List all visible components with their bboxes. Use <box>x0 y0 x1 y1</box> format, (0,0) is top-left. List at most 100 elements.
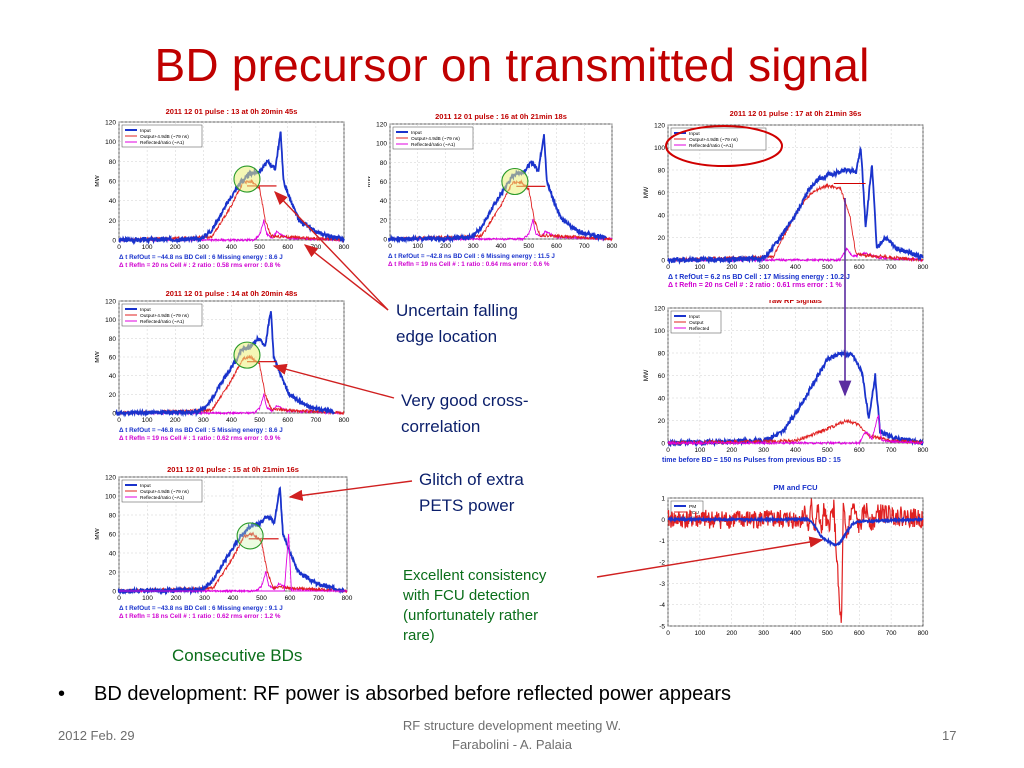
x-tick-label: 0 <box>117 417 121 424</box>
y-tick-label: 40 <box>658 396 666 403</box>
x-tick-label: 700 <box>886 447 897 454</box>
y-axis-label: MW <box>643 186 650 198</box>
x-tick-label: 300 <box>198 417 209 424</box>
legend-entry: Output+4.9dB (~79 ns) <box>689 137 738 143</box>
plot-pm-fcu: PM and FCU 1 0 -1 -2 -3 -4 -5 0 100 200 300 400 500 60… <box>640 478 935 643</box>
y-tick-label: 120 <box>376 122 387 129</box>
legend-box <box>121 124 203 148</box>
legend-entry: Reflected/ratio (~A1) <box>140 495 185 501</box>
x-tick-label: 600 <box>282 417 293 424</box>
input-curve <box>115 311 335 418</box>
y-axis-label: MW <box>368 175 372 187</box>
y-tick-label: -4 <box>659 602 665 609</box>
y-tick-label: 0 <box>661 258 665 265</box>
x-tick-label: 200 <box>171 595 182 602</box>
x-tick-label: 500 <box>254 244 265 251</box>
x-tick-label: 100 <box>694 630 705 637</box>
annotation-fcu: Excellent consistency with FCU detection… <box>403 566 546 646</box>
annotation-line: PETS power <box>419 496 515 515</box>
annotation-glitch: Glitch of extra PETS power <box>419 467 524 519</box>
plot-title: 2011 12 01 pulse : 16 at 0h 21min 18s <box>435 112 567 121</box>
y-tick-label: 120 <box>105 120 116 127</box>
y-tick-label: -3 <box>659 581 665 588</box>
legend-box <box>121 479 203 503</box>
stats-line-2: Δ t RefIn = 19 ns Cell # : 1 ratio : 0.6… <box>119 435 281 442</box>
y-tick-label: -1 <box>659 538 665 545</box>
x-tick-label: 800 <box>607 243 618 250</box>
x-tick-label: 700 <box>313 595 324 602</box>
x-tick-label: 0 <box>666 264 670 271</box>
input-curve <box>387 134 608 244</box>
stats-line-2: Δ t RefIn = 19 ns Cell # : 1 ratio : 0.6… <box>388 261 550 268</box>
legend-box <box>392 126 474 150</box>
stats-line-1: Δ t RefOut = −43.8 ns BD Cell : 6 Missin… <box>119 605 283 612</box>
x-tick-label: 300 <box>468 243 479 250</box>
plot-title: 2011 12 01 pulse : 14 at 0h 20min 48s <box>166 289 298 298</box>
y-tick-label: 60 <box>109 355 117 362</box>
legend-entry: Input <box>140 483 151 489</box>
stats-line-1: Δ t RefOut = −44.8 ns BD Cell : 6 Missin… <box>119 254 283 261</box>
y-tick-label: 20 <box>109 218 117 225</box>
y-tick-label: 120 <box>105 475 116 482</box>
x-tick-label: 500 <box>523 243 534 250</box>
plot-pulse-14: 2011 12 01 pulse : 14 at 0h 20min 48s 120… <box>95 287 350 449</box>
x-tick-label: 0 <box>666 447 670 454</box>
x-tick-label: 200 <box>726 630 737 637</box>
legend-box <box>121 303 203 327</box>
x-tick-label: 400 <box>790 264 801 271</box>
y-tick-label: 0 <box>661 441 665 448</box>
y-tick-label: 20 <box>109 570 117 577</box>
y-tick-label: 100 <box>654 145 665 152</box>
legend-entry: Input <box>140 307 151 313</box>
y-tick-label: 0 <box>112 411 116 418</box>
x-tick-label: 100 <box>142 417 153 424</box>
page-number: 17 <box>942 728 957 743</box>
y-tick-label: 100 <box>376 141 387 148</box>
plot-pulse-13: 2011 12 01 pulse : 13 at 0h 20min 45s 120… <box>95 104 350 274</box>
x-tick-label: 400 <box>496 243 507 250</box>
x-tick-label: 100 <box>142 595 153 602</box>
x-tick-label: 200 <box>170 417 181 424</box>
legend-entry: Reflected <box>689 326 710 332</box>
annotation-uncertain: Uncertain falling edge location <box>396 298 518 350</box>
y-tick-label: 1 <box>661 496 665 503</box>
x-tick-label: 200 <box>440 243 451 250</box>
legend-entry: Input <box>140 128 151 134</box>
x-tick-label: 700 <box>579 243 590 250</box>
legend-entry: Reflected/ratio (~A1) <box>140 140 185 146</box>
x-tick-label: 100 <box>412 243 423 250</box>
y-axis-label: MW <box>95 350 101 362</box>
y-tick-label: 100 <box>105 139 116 146</box>
stats-line-2: Δ t RefIn = 18 ns Cell # : 1 ratio : 0.6… <box>119 613 281 620</box>
input-curve <box>118 131 345 246</box>
legend-entry: Input <box>689 131 700 137</box>
arrow-fcu <box>596 536 824 578</box>
y-tick-label: 0 <box>383 237 387 244</box>
x-tick-label: 0 <box>117 595 121 602</box>
x-tick-label: 400 <box>226 244 237 251</box>
annotation-line: with FCU detection <box>403 587 530 604</box>
y-axis-label: MW <box>643 369 650 381</box>
legend-entry: Reflected/ratio (~A1) <box>140 319 185 325</box>
y-tick-label: 80 <box>380 160 388 167</box>
x-tick-label: 700 <box>310 417 321 424</box>
y-tick-label: 60 <box>109 532 117 539</box>
highlight-circle <box>233 165 261 193</box>
slide-title: BD precursor on transmitted signal <box>154 39 870 91</box>
legend-entry: Reflected/ratio (~A1) <box>689 143 734 149</box>
x-tick-label: 500 <box>822 447 833 454</box>
legend-entry: Output+4.9dB (~79 ns) <box>140 489 189 495</box>
y-tick-label: 40 <box>380 198 388 205</box>
footer-center: RF structure development meeting W. Fara… <box>352 716 672 754</box>
x-tick-label: 600 <box>854 264 865 271</box>
legend-entry: PM <box>689 504 696 510</box>
y-tick-label: 80 <box>109 336 117 343</box>
annotation-line: rare) <box>403 627 435 644</box>
y-tick-label: 100 <box>654 328 665 335</box>
legend-entry: Output+4.9dB (~79 ns) <box>140 134 189 140</box>
y-tick-label: 60 <box>109 179 117 186</box>
